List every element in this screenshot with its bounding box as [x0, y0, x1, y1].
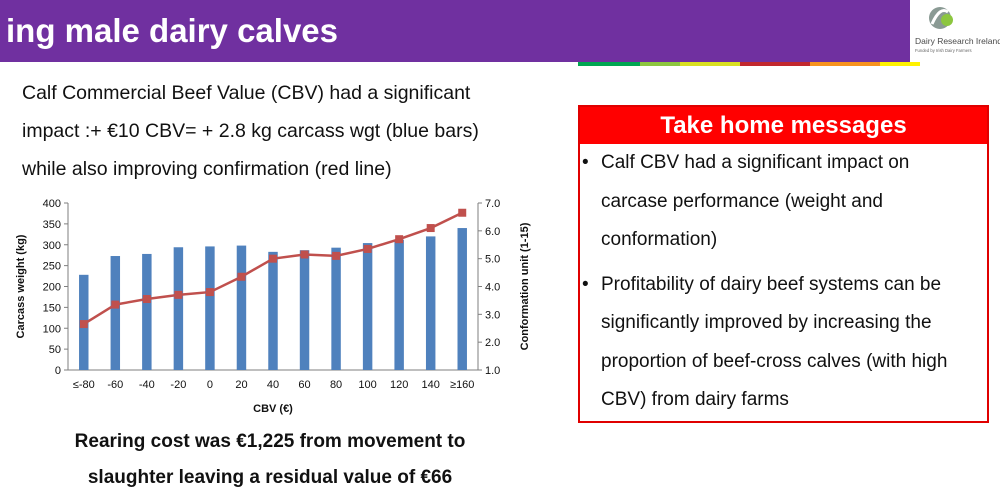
bullet-2-line-2: significantly improved by increasing the: [601, 312, 932, 333]
x-tick-label: 80: [330, 379, 342, 391]
bullet-2-line-3: proportion of beef-cross calves (with hi…: [601, 350, 948, 372]
conformation-point: [363, 244, 372, 253]
bullet-2-line-1: Profitability of dairy beef systems can …: [601, 273, 942, 295]
y2-tick-label: 4.0: [485, 282, 500, 294]
color-stripe-yellow: [680, 62, 740, 66]
color-stripe-lime: [640, 62, 680, 66]
y-tick-label: 50: [49, 344, 61, 356]
slide-title: ing male dairy calves: [6, 12, 339, 49]
logo-graphic: Dairy Research Ireland Funded by Irish D…: [915, 7, 1000, 53]
y-tick-label: 350: [43, 219, 61, 231]
x-tick-label: ≤-80: [73, 379, 95, 391]
bar: [205, 246, 215, 370]
logo-text: Dairy Research Ireland: [915, 36, 1000, 46]
bar: [236, 245, 247, 370]
rearing-cost-text: Rearing cost was €1,225 from movement to…: [25, 424, 515, 496]
bar: [173, 247, 184, 370]
dairy-research-ireland-logo: Dairy Research Ireland Funded by Irish D…: [910, 0, 1000, 62]
y-tick-label: 150: [43, 302, 61, 314]
bar: [110, 256, 121, 370]
conformation-point: [458, 208, 467, 217]
take-home-bullet-1: • Calf CBV had a significant impact on c…: [580, 144, 987, 260]
conformation-point: [142, 295, 151, 304]
y2-tick-label: 2.0: [485, 337, 500, 349]
conformation-point: [300, 250, 309, 259]
conformation-point: [332, 251, 341, 260]
x-tick-label: -20: [170, 379, 186, 391]
y2-tick-label: 1.0: [485, 365, 500, 377]
take-home-list: • Calf CBV had a significant impact on c…: [580, 144, 987, 420]
conformation-point: [269, 254, 277, 263]
take-home-messages-box: Take home messages • Calf CBV had a sign…: [578, 105, 989, 423]
x-axis-title: CBV (€): [253, 403, 293, 415]
bullet-marker: •: [582, 152, 589, 173]
bullet-2-line-4: CBV) from dairy farms: [601, 389, 789, 410]
bar: [362, 243, 373, 370]
y2-tick-label: 6.0: [485, 226, 500, 238]
intro-line-3: while also improving confirmation (red l…: [22, 158, 392, 180]
y-axis-title: Carcass weight (kg): [15, 234, 27, 338]
bar: [394, 239, 404, 370]
bullet-1-line-3: conformation): [601, 229, 718, 250]
y-tick-label: 100: [43, 323, 61, 335]
y2-tick-label: 5.0: [485, 254, 500, 266]
y-tick-label: 250: [43, 261, 61, 273]
y2-tick-label: 7.0: [485, 198, 500, 210]
y-tick-label: 400: [43, 198, 61, 210]
conformation-point: [205, 288, 214, 297]
x-tick-label: 120: [390, 379, 408, 391]
color-stripe-yellow-2: [880, 62, 920, 66]
y-tick-label: 200: [43, 282, 61, 294]
conformation-point: [79, 320, 88, 329]
conformation-point: [237, 272, 246, 281]
bar: [268, 251, 278, 370]
y2-tick-label: 3.0: [485, 309, 500, 321]
conformation-point: [426, 224, 435, 233]
bullet-1-line-2: carcase performance (weight and: [601, 190, 883, 212]
rearing-line-1: Rearing cost was €1,225 from movement to: [74, 431, 466, 452]
take-home-title: Take home messages: [580, 107, 987, 144]
bar: [331, 247, 341, 370]
y2-axis-title: Conformation unit (1-15): [519, 222, 531, 350]
logo-tagline: Funded by Irish Dairy Farmers: [915, 48, 972, 53]
x-tick-label: 40: [267, 379, 279, 391]
x-tick-label: -60: [107, 379, 123, 391]
x-tick-label: 0: [207, 379, 213, 391]
intro-line-2: impact :+ €10 CBV= + 2.8 kg carcass wgt …: [22, 120, 479, 142]
bullet-1-line-1: Calf CBV had a significant impact on: [601, 152, 910, 173]
x-tick-label: 100: [358, 379, 376, 391]
x-tick-label: ≥160: [450, 379, 474, 391]
y-tick-label: 300: [43, 240, 61, 252]
x-tick-label: 140: [422, 379, 440, 391]
bar: [425, 236, 436, 370]
y-tick-label: 0: [55, 365, 61, 377]
take-home-bullet-2: • Profitability of dairy beef systems ca…: [580, 266, 987, 420]
bar: [299, 250, 310, 370]
bullet-marker: •: [582, 273, 589, 295]
intro-line-1: Calf Commercial Beef Value (CBV) had a s…: [22, 82, 471, 104]
conformation-point: [174, 290, 183, 299]
bar: [142, 253, 152, 370]
color-stripe-orange: [810, 62, 880, 66]
cbv-carcass-chart: 0501001502002503003504001.02.03.04.05.06…: [15, 198, 531, 415]
conformation-point: [111, 300, 120, 309]
intro-text: Calf Commercial Beef Value (CBV) had a s…: [22, 74, 562, 188]
x-tick-label: 20: [235, 379, 247, 391]
rearing-line-2: slaughter leaving a residual value of €6…: [87, 467, 453, 488]
title-banner: ing male dairy calves: [0, 0, 910, 62]
color-stripe-green: [578, 62, 640, 66]
x-tick-label: -40: [139, 379, 155, 391]
color-stripe-red: [740, 62, 810, 66]
bar: [457, 228, 467, 370]
conformation-point: [395, 235, 404, 244]
x-tick-label: 60: [298, 379, 310, 391]
